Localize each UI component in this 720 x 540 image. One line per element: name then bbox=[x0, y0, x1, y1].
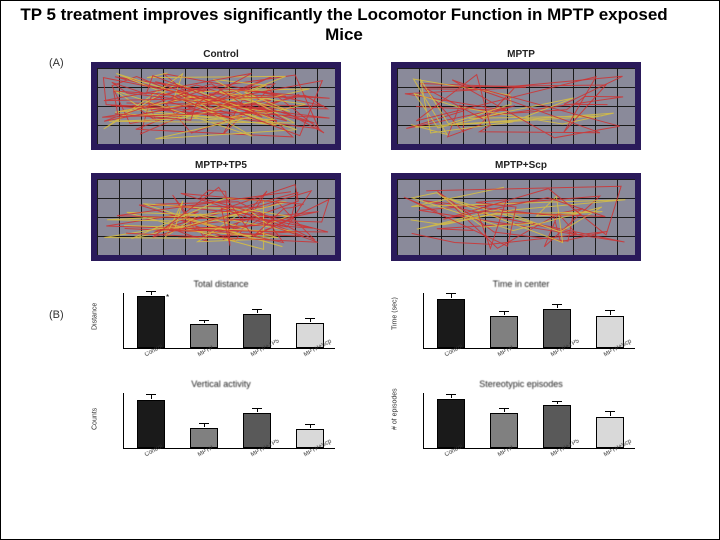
error-bar bbox=[610, 412, 611, 415]
track-title: MPTP+TP5 bbox=[91, 160, 351, 171]
bar bbox=[543, 309, 571, 348]
bar bbox=[490, 413, 518, 448]
bar bbox=[437, 399, 465, 448]
track-box bbox=[91, 62, 341, 150]
track-box bbox=[391, 173, 641, 261]
error-bar bbox=[257, 310, 258, 313]
bar-chart: Distance*ControlMPTPMPTP+TP5MPTP+Scp bbox=[91, 291, 341, 369]
error-bar bbox=[204, 424, 205, 427]
error-bar bbox=[257, 409, 258, 412]
bar bbox=[437, 299, 465, 348]
chart-axes: * bbox=[123, 293, 335, 349]
y-axis-label: # of episodes bbox=[392, 388, 399, 430]
bar bbox=[137, 296, 165, 348]
track-box bbox=[91, 173, 341, 261]
error-bar bbox=[151, 292, 152, 295]
y-axis-label: Distance bbox=[92, 303, 99, 330]
chart-axes bbox=[423, 393, 635, 449]
bar bbox=[190, 428, 218, 448]
error-bar bbox=[557, 402, 558, 405]
y-axis-label: Counts bbox=[92, 408, 99, 430]
error-bar bbox=[610, 311, 611, 314]
track-title: MPTP+Scp bbox=[391, 160, 651, 171]
track-box bbox=[391, 62, 641, 150]
track-path bbox=[397, 179, 635, 255]
significance-mark: * bbox=[166, 293, 169, 302]
track-title: MPTP bbox=[391, 49, 651, 60]
panel-area: Control MPTP MPTP+TP5 MPTP+Scp Total distan… bbox=[61, 49, 679, 519]
bar-chart: Time (sec)ControlMPTPMPTP+TP5MPTP+Scp bbox=[391, 291, 641, 369]
error-bar bbox=[310, 425, 311, 428]
bar bbox=[137, 400, 165, 448]
bar bbox=[543, 405, 571, 448]
chart-title: Stereotypic episodes bbox=[391, 379, 651, 389]
track-path bbox=[97, 68, 335, 144]
track-cell: MPTP+TP5 bbox=[91, 160, 351, 261]
chart-cell: Vertical activity CountsControlMPTPMPTP+T… bbox=[91, 379, 351, 469]
track-cell: MPTP+Scp bbox=[391, 160, 651, 261]
error-bar bbox=[557, 305, 558, 308]
error-bar bbox=[451, 294, 452, 297]
track-grid: Control MPTP MPTP+TP5 MPTP+Scp bbox=[91, 49, 651, 261]
error-bar bbox=[451, 395, 452, 398]
bar-chart: # of episodesControlMPTPMPTP+TP5MPTP+Scp bbox=[391, 391, 641, 469]
chart-cell: Time in center Time (sec)ControlMPTPMPTP+… bbox=[391, 279, 651, 369]
figure-container: TP 5 treatment improves significantly th… bbox=[0, 0, 720, 540]
error-bar bbox=[504, 409, 505, 412]
error-bar bbox=[151, 395, 152, 398]
track-path bbox=[97, 179, 335, 255]
error-bar bbox=[310, 319, 311, 322]
figure-title: TP 5 treatment improves significantly th… bbox=[1, 1, 719, 48]
track-path bbox=[397, 68, 635, 144]
bar bbox=[243, 413, 271, 448]
track-title: Control bbox=[91, 49, 351, 60]
chart-title: Time in center bbox=[391, 279, 651, 289]
bar bbox=[490, 316, 518, 348]
y-axis-label: Time (sec) bbox=[392, 297, 399, 330]
chart-title: Vertical activity bbox=[91, 379, 351, 389]
track-cell: Control bbox=[91, 49, 351, 150]
bar-chart: CountsControlMPTPMPTP+TP5MPTP+Scp bbox=[91, 391, 341, 469]
chart-title: Total distance bbox=[91, 279, 351, 289]
bar bbox=[190, 324, 218, 348]
error-bar bbox=[504, 312, 505, 315]
error-bar bbox=[204, 321, 205, 324]
chart-cell: Total distanceDistance*ControlMPTPMPTP+T… bbox=[91, 279, 351, 369]
chart-grid: Total distanceDistance*ControlMPTPMPTP+T… bbox=[91, 279, 651, 469]
chart-cell: Stereotypic episodes # of episodesControl… bbox=[391, 379, 651, 469]
chart-axes bbox=[423, 293, 635, 349]
track-cell: MPTP bbox=[391, 49, 651, 150]
chart-axes bbox=[123, 393, 335, 449]
